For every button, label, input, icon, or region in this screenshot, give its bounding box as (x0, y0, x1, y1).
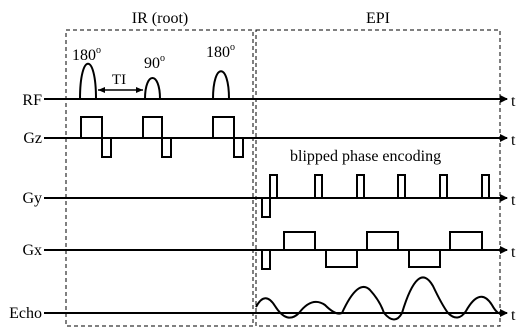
gy-blip-1 (314, 174, 323, 199)
gy-t-label: t (511, 192, 516, 209)
rf-t-label: t (511, 93, 516, 110)
echo-signal-waveform (255, 276, 504, 321)
gz-slice-select-gradient-3 (212, 116, 244, 158)
gx-t-label: t (511, 244, 516, 261)
gy-blip-5 (481, 174, 490, 199)
gx-channel-label: Gx (22, 242, 42, 259)
echo-t-label: t (511, 307, 516, 324)
gz-channel-label: Gz (23, 130, 42, 147)
rf-pulse-90 (144, 77, 161, 100)
gy-blip-2 (356, 174, 365, 199)
gy-blip-4 (439, 174, 448, 199)
gy-blip-3 (397, 174, 406, 199)
pulse-angle-label-third: 180o (206, 42, 235, 61)
rf-pulse-180-second (212, 70, 230, 100)
rf-channel-label: RF (22, 92, 42, 109)
gz-t-label: t (511, 132, 516, 149)
blipped-phase-encoding-annotation: blipped phase encoding (290, 148, 441, 165)
epi-section-title: EPI (366, 10, 390, 27)
rf-pulse-180-first (79, 63, 97, 100)
gy-channel-label: Gy (22, 190, 42, 207)
pulse-angle-label-second: 90o (144, 53, 165, 72)
gx-readout-gradient (261, 231, 483, 270)
ti-label: TI (112, 72, 126, 88)
epi-section-box (255, 29, 501, 327)
gy-prephase-lobe (261, 174, 278, 218)
echo-channel-label: Echo (9, 305, 42, 322)
gz-slice-select-gradient-1 (80, 116, 112, 158)
ir-section-title: IR (root) (132, 10, 188, 27)
gz-slice-select-gradient-2 (142, 116, 172, 158)
ir-section-box (65, 29, 254, 327)
pulse-angle-label-first: 180o (72, 45, 101, 64)
